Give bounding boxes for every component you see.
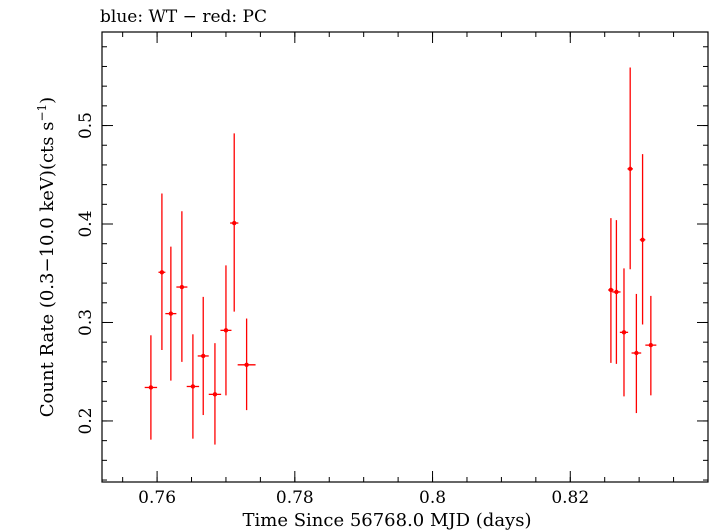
data-marker: [168, 311, 174, 316]
plot-frame: [101, 31, 709, 483]
data-point: [619, 268, 629, 397]
y-tick-label: 0.4: [76, 210, 96, 237]
y-tick-label: 0.5: [76, 112, 96, 139]
y-axis-title-close: ): [37, 97, 58, 104]
data-point: [176, 211, 188, 362]
data-point: [230, 133, 239, 312]
y-tick-label: 0.3: [76, 309, 96, 336]
data-point: [645, 295, 657, 396]
data-marker: [232, 220, 237, 226]
data-point: [158, 193, 166, 351]
data-marker: [627, 166, 633, 172]
x-tick-label: 0.8: [419, 488, 446, 508]
data-marker: [621, 330, 627, 335]
data-marker: [640, 237, 645, 242]
x-tick-label: 0.76: [138, 488, 176, 508]
y-tick-label: 0.2: [76, 407, 96, 434]
data-point: [639, 154, 646, 325]
data-point: [237, 318, 256, 411]
x-tick-label: 0.78: [276, 488, 314, 508]
data-marker: [148, 385, 154, 390]
y-tick-labels: 0.2 0.3 0.4 0.5: [76, 112, 96, 434]
data-series-pc: [144, 67, 657, 445]
y-axis-title-exponent: −1: [35, 104, 49, 122]
data-marker: [614, 289, 619, 295]
data-marker: [634, 350, 639, 356]
data-marker: [190, 384, 196, 389]
x-tick-labels: 0.76 0.78 0.8 0.82: [138, 488, 589, 508]
data-point: [165, 246, 177, 381]
data-point: [608, 218, 614, 363]
x-axis-title: Time Since 56768.0 MJD (days): [242, 510, 531, 531]
chart-title: blue: WT − red: PC: [100, 7, 267, 27]
x-tick-label: 0.82: [551, 488, 589, 508]
data-point: [627, 67, 633, 270]
data-point: [144, 335, 158, 440]
y-axis-title-main: Count Rate (0.3−10.0 keV)(cts s: [37, 122, 58, 418]
data-marker: [212, 392, 218, 397]
data-marker: [244, 362, 249, 368]
data-point: [197, 296, 209, 416]
data-marker: [223, 328, 229, 333]
data-marker: [608, 287, 614, 293]
data-point: [186, 334, 200, 439]
data-marker: [159, 270, 165, 275]
data-point: [612, 220, 621, 364]
axis-ticks: [102, 32, 709, 482]
data-marker: [179, 284, 185, 290]
y-axis-title: Count Rate (0.3−10.0 keV)(cts s−1): [35, 97, 58, 417]
data-point: [631, 293, 642, 414]
data-marker: [201, 353, 206, 359]
data-point: [208, 343, 222, 445]
data-point: [220, 265, 232, 396]
data-marker: [648, 342, 654, 348]
